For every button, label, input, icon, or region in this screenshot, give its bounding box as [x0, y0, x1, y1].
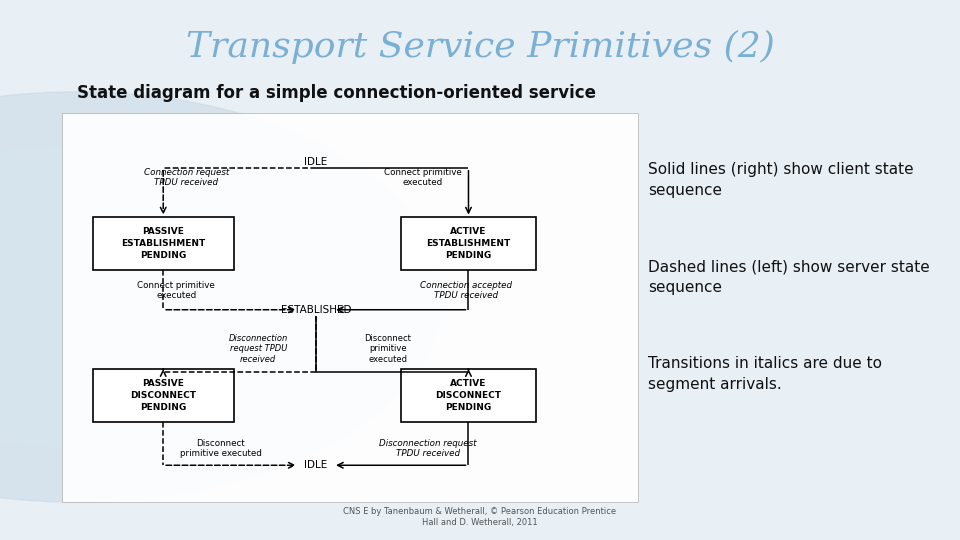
Text: Disconnection request
TPDU received: Disconnection request TPDU received [379, 439, 477, 458]
Text: Connect primitive
executed: Connect primitive executed [137, 281, 215, 300]
Bar [93, 369, 234, 422]
Bar [401, 369, 537, 422]
Bar [93, 218, 234, 270]
Circle shape [0, 92, 442, 502]
Text: Dashed lines (left) show server state
sequence: Dashed lines (left) show server state se… [648, 259, 929, 295]
Text: IDLE: IDLE [304, 157, 327, 167]
Text: Disconnect
primitive
executed: Disconnect primitive executed [365, 334, 411, 363]
Text: Transitions in italics are due to
segment arrivals.: Transitions in italics are due to segmen… [648, 356, 882, 393]
Circle shape [0, 146, 346, 448]
FancyBboxPatch shape [595, 0, 960, 540]
Text: ACTIVE
DISCONNECT
PENDING: ACTIVE DISCONNECT PENDING [436, 379, 501, 411]
Text: Connection accepted
TPDU received: Connection accepted TPDU received [420, 281, 512, 300]
Text: Disconnect
primitive executed: Disconnect primitive executed [180, 439, 262, 458]
Text: PASSIVE
ESTABLISHMENT
PENDING: PASSIVE ESTABLISHMENT PENDING [121, 227, 205, 260]
Text: CNS E by Tanenbaum & Wetherall, © Pearson Education Prentice
Hall and D. Wethera: CNS E by Tanenbaum & Wetherall, © Pearso… [344, 507, 616, 526]
Text: Transport Service Primitives (2): Transport Service Primitives (2) [185, 30, 775, 64]
Text: State diagram for a simple connection-oriented service: State diagram for a simple connection-or… [77, 84, 596, 102]
Text: ACTIVE
ESTABLISHMENT
PENDING: ACTIVE ESTABLISHMENT PENDING [426, 227, 511, 260]
Text: IDLE: IDLE [304, 460, 327, 470]
Text: Disconnection
request TPDU
received: Disconnection request TPDU received [228, 334, 288, 363]
Text: ESTABLISHED: ESTABLISHED [280, 305, 351, 315]
Text: PASSIVE
DISCONNECT
PENDING: PASSIVE DISCONNECT PENDING [131, 379, 196, 411]
Bar [401, 218, 537, 270]
Text: Connect primitive
executed: Connect primitive executed [384, 168, 461, 187]
Text: Connection request
TPDU received: Connection request TPDU received [144, 168, 228, 187]
Text: Solid lines (right) show client state
sequence: Solid lines (right) show client state se… [648, 162, 914, 198]
